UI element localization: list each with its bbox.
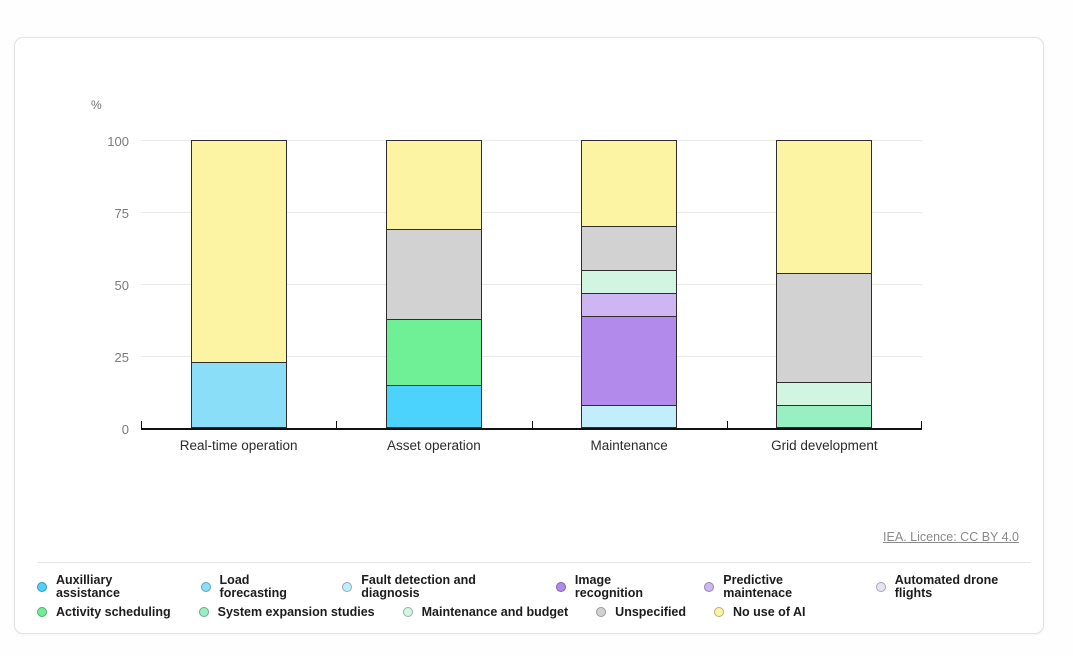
- legend-label: Image recognition: [574, 573, 643, 600]
- y-tick-label: 0: [121, 422, 129, 437]
- x-category-label: Maintenance: [590, 438, 668, 453]
- legend-label: Unspecified: [615, 605, 687, 619]
- legend-dot-icon: [198, 607, 209, 618]
- legend-dot-icon: [875, 581, 886, 592]
- legend-item[interactable]: Auxilliary assistance: [37, 574, 173, 599]
- legend-row: Auxilliary assistance Load forecasting Fau…: [37, 574, 1031, 599]
- legend-item[interactable]: Automated drone flights: [875, 573, 1031, 600]
- bar-segment[interactable]: [581, 269, 678, 293]
- legend-dot-icon: [200, 581, 211, 592]
- stacked-bar: [581, 140, 678, 428]
- bar-segment[interactable]: [776, 140, 873, 273]
- legend-dot-icon: [342, 581, 353, 592]
- legend-label: Fault detection and diagnosis: [361, 573, 476, 600]
- bar-segment[interactable]: [776, 381, 873, 405]
- legend-label: Load forecasting: [219, 573, 287, 600]
- stacked-bar: [385, 140, 482, 428]
- bar-segment[interactable]: [385, 384, 482, 428]
- chart-card: % 0 25 50 75 100 Real-time operation Asset op…: [14, 37, 1044, 634]
- bar-segment[interactable]: [385, 140, 482, 230]
- bar-segment[interactable]: [581, 140, 678, 227]
- legend-item[interactable]: Fault detection and diagnosis: [342, 574, 528, 599]
- legend-divider: [37, 562, 1031, 563]
- bar-segment[interactable]: [385, 229, 482, 319]
- y-axis-unit-label: %: [91, 98, 102, 112]
- legend-label: Predictive maintenace: [723, 573, 793, 600]
- bar-segment[interactable]: [581, 226, 678, 270]
- bar-segment[interactable]: [581, 404, 678, 428]
- bar-segment[interactable]: [581, 292, 678, 316]
- legend-dot-icon: [37, 581, 47, 592]
- bar-segment[interactable]: [776, 272, 873, 382]
- legend-label: Maintenance and budget: [421, 605, 569, 619]
- stacked-bar: [190, 140, 287, 428]
- stacked-bar: [776, 140, 873, 428]
- legend-item[interactable]: Activity scheduling: [37, 606, 171, 619]
- legend: Auxilliary assistance Load forecasting Fau…: [37, 574, 1031, 619]
- legend-label: Activity scheduling: [56, 605, 171, 619]
- legend-row: Activity scheduling System expansion stud…: [37, 606, 1031, 619]
- gridline: [141, 212, 922, 213]
- gridline: [141, 140, 922, 141]
- x-category-label: Real-time operation: [179, 438, 298, 453]
- bar-segment[interactable]: [581, 315, 678, 405]
- legend-item[interactable]: Predictive maintenace: [704, 574, 847, 599]
- x-axis-tick: [141, 421, 142, 428]
- plot-area: [141, 140, 922, 430]
- bar-segment[interactable]: [776, 404, 873, 428]
- legend-label: No use of AI: [733, 605, 806, 619]
- legend-dot-icon: [704, 581, 715, 592]
- y-tick-label: 75: [114, 206, 129, 221]
- y-tick-label: 50: [114, 278, 129, 293]
- legend-dot-icon: [37, 607, 47, 618]
- legend-dot-icon: [714, 607, 725, 618]
- gridline: [141, 356, 922, 357]
- legend-dot-icon: [555, 581, 566, 592]
- x-category-label: Asset operation: [386, 438, 481, 453]
- legend-label: Automated drone flights: [894, 573, 999, 600]
- bar-segment[interactable]: [190, 140, 287, 362]
- legend-label: Auxilliary assistance: [56, 573, 120, 600]
- legend-label: System expansion studies: [217, 605, 375, 619]
- y-tick-label: 100: [107, 134, 129, 149]
- x-axis-tick: [336, 421, 338, 428]
- legend-item[interactable]: Image recognition: [555, 573, 676, 600]
- legend-item[interactable]: Load forecasting: [200, 573, 315, 600]
- legend-dot-icon: [596, 607, 607, 618]
- x-category-label: Grid development: [771, 438, 878, 453]
- y-tick-label: 25: [114, 350, 129, 365]
- legend-dot-icon: [402, 607, 413, 618]
- gridline: [141, 284, 922, 285]
- x-axis-tick: [531, 421, 533, 428]
- license-link[interactable]: IEA. Licence: CC BY 4.0: [883, 530, 1019, 544]
- legend-item[interactable]: No use of AI: [714, 605, 806, 619]
- legend-item[interactable]: Maintenance and budget: [402, 605, 569, 619]
- legend-item[interactable]: System expansion studies: [198, 605, 375, 619]
- legend-item[interactable]: Unspecified: [596, 606, 686, 619]
- bar-segment[interactable]: [190, 361, 287, 428]
- bar-segment[interactable]: [385, 318, 482, 385]
- x-axis-tick: [921, 421, 922, 428]
- x-axis-tick: [726, 421, 728, 428]
